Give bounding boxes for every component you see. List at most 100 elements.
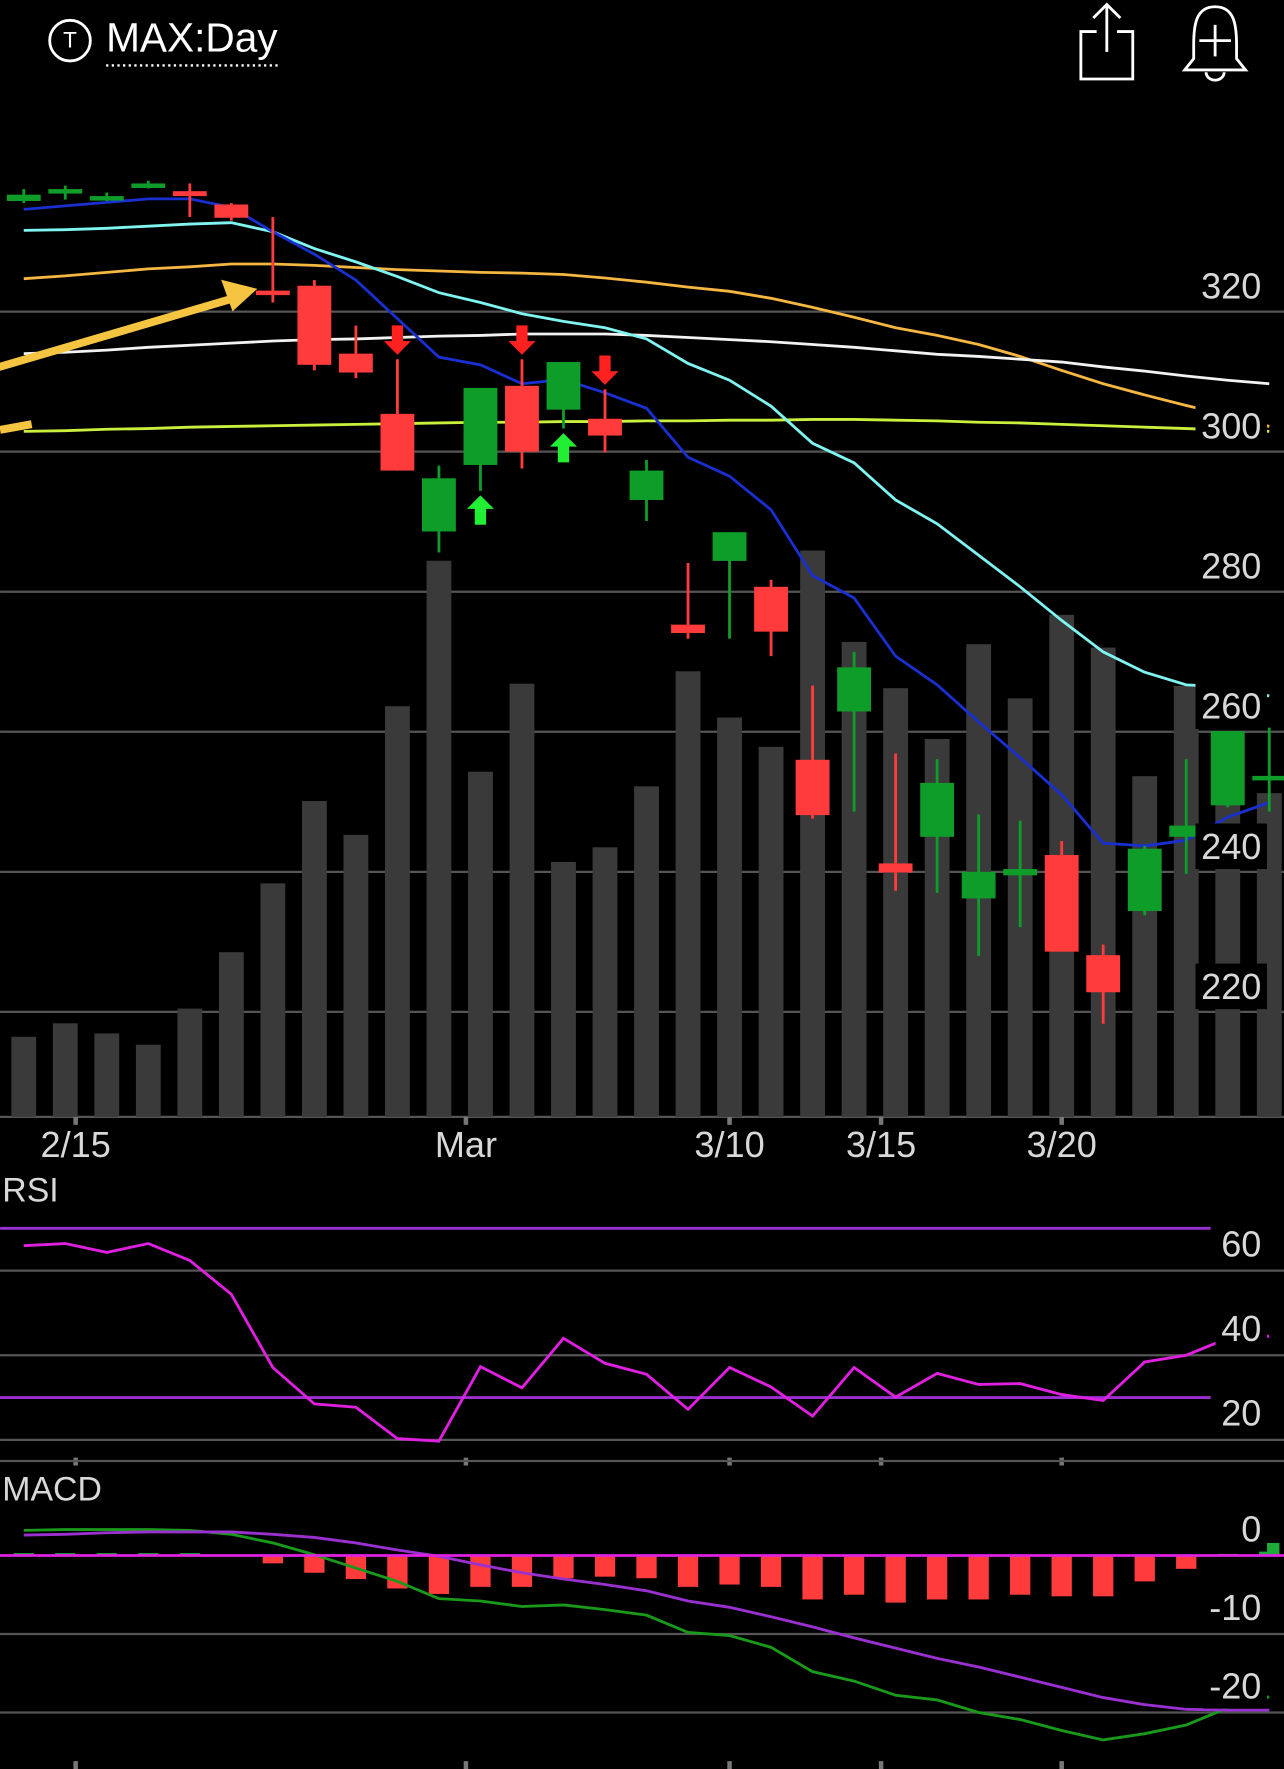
histogram-bar [428,1555,450,1594]
sell-signal [383,325,411,355]
arrow-head [221,279,258,312]
moving-average [23,332,1270,386]
share-arrow [1092,2,1122,20]
arrow-fragment [0,420,33,434]
y-tick-label: 260 [1201,686,1261,727]
rsi-line [23,1242,1270,1443]
symbol-icon-letter: T [63,28,77,53]
histogram-bar [262,1555,284,1564]
candle-body [6,194,41,201]
bell-clapper [1204,72,1226,82]
histogram-bar [1010,1555,1031,1595]
y-tick-label-bg [1215,1390,1268,1436]
volume-bar [260,883,286,1117]
y-tick-label: 300 [1201,406,1261,447]
volume-bar [177,1008,203,1117]
histogram-bar [926,1555,948,1600]
volume-bar [1090,647,1116,1117]
layers: 220 240 260 280 300 320 2/15 Mar 3/10 3/15 3/20 RSI… [0,180,1284,1769]
candle-body [1127,848,1162,912]
y-tick-label-bg [1195,683,1268,729]
y-tick-label: -10 [1209,1587,1261,1628]
volume-bar [384,706,410,1117]
candle-body [754,586,788,632]
histogram-bar [885,1555,906,1603]
y-tick-label: 0 [1241,1508,1261,1549]
volume-bar [1132,776,1158,1117]
candle-body [1169,825,1204,837]
y-tick-label-bg [1195,963,1268,1010]
share-box [1079,30,1135,81]
candle-body [505,385,539,452]
volume-bar [52,1023,78,1117]
share-button[interactable] [1079,2,1135,81]
candle-body [1252,775,1284,781]
candle-body [795,759,830,816]
y-tick-label: 60 [1221,1223,1261,1264]
candle-body [214,204,249,218]
histogram-bar [470,1555,491,1587]
candle-body [671,624,705,634]
volume-bar [94,1033,120,1117]
y-tick-label: -20 [1209,1665,1261,1706]
x-tick-label: 3/20 [1027,1124,1097,1165]
histogram-bar [968,1555,989,1600]
histogram-bar [553,1555,574,1579]
histogram-bar [594,1555,616,1577]
alert-button[interactable] [1181,5,1249,82]
candle-body [546,362,581,410]
moving-average [23,221,1270,698]
title[interactable]: MAX:Day [106,14,278,60]
candle-body [380,413,415,471]
volume-bar [883,688,909,1117]
candle-body [463,387,498,465]
candle-body [255,290,290,296]
histogram-bar [1176,1555,1197,1569]
y-tick-label-bg [1195,403,1268,449]
candle-body [422,478,456,532]
signals [383,325,619,525]
x-tick-label: 3/15 [846,1124,916,1165]
y-tick-label-bg [1195,823,1268,870]
sell-signal [508,325,536,355]
candle-body [1003,869,1038,876]
y-tick-label: 40 [1221,1308,1261,1349]
candle-body [588,418,622,436]
histogram-bar [636,1555,657,1579]
x-tick-label: Mar [435,1124,497,1165]
y-tick-label-bg [1215,1305,1268,1352]
volume-bar [135,1044,161,1117]
candles [6,180,1284,1024]
candle-body [89,196,124,201]
volume-bar [634,786,659,1117]
volume-bar [426,560,452,1117]
histogram-bar [511,1555,533,1587]
indicator-lines [0,197,1284,1742]
symbol-icon [48,18,92,63]
y-tick-label: 20 [1221,1393,1261,1434]
volume-bar [343,834,369,1117]
volume-bar [592,847,618,1117]
buy-signal [466,495,494,525]
candle-body [131,183,166,188]
y-tick-label: 220 [1201,966,1261,1007]
y-tick-label-bg [1195,543,1268,589]
volume-bar [675,671,701,1117]
volume-bar [800,550,825,1117]
macd-line [23,1530,1270,1712]
y-tick-label: 280 [1201,546,1261,587]
candle-body [1086,955,1121,993]
moving-average [23,262,1270,428]
volume-bar [758,746,784,1117]
candle-body [338,353,373,373]
histogram-bar [843,1555,865,1595]
volume-bar [717,717,742,1117]
labels: 220 240 260 280 300 320 2/15 Mar 3/10 3/15 3/20 RSI… [2,263,1268,1709]
candle-body [878,863,913,873]
histogram-bar [760,1555,782,1587]
y-tick-label-bg [1215,1221,1268,1267]
y-tick-label-bg [1235,1506,1268,1552]
y-tick-label-bg [1203,1663,1268,1709]
